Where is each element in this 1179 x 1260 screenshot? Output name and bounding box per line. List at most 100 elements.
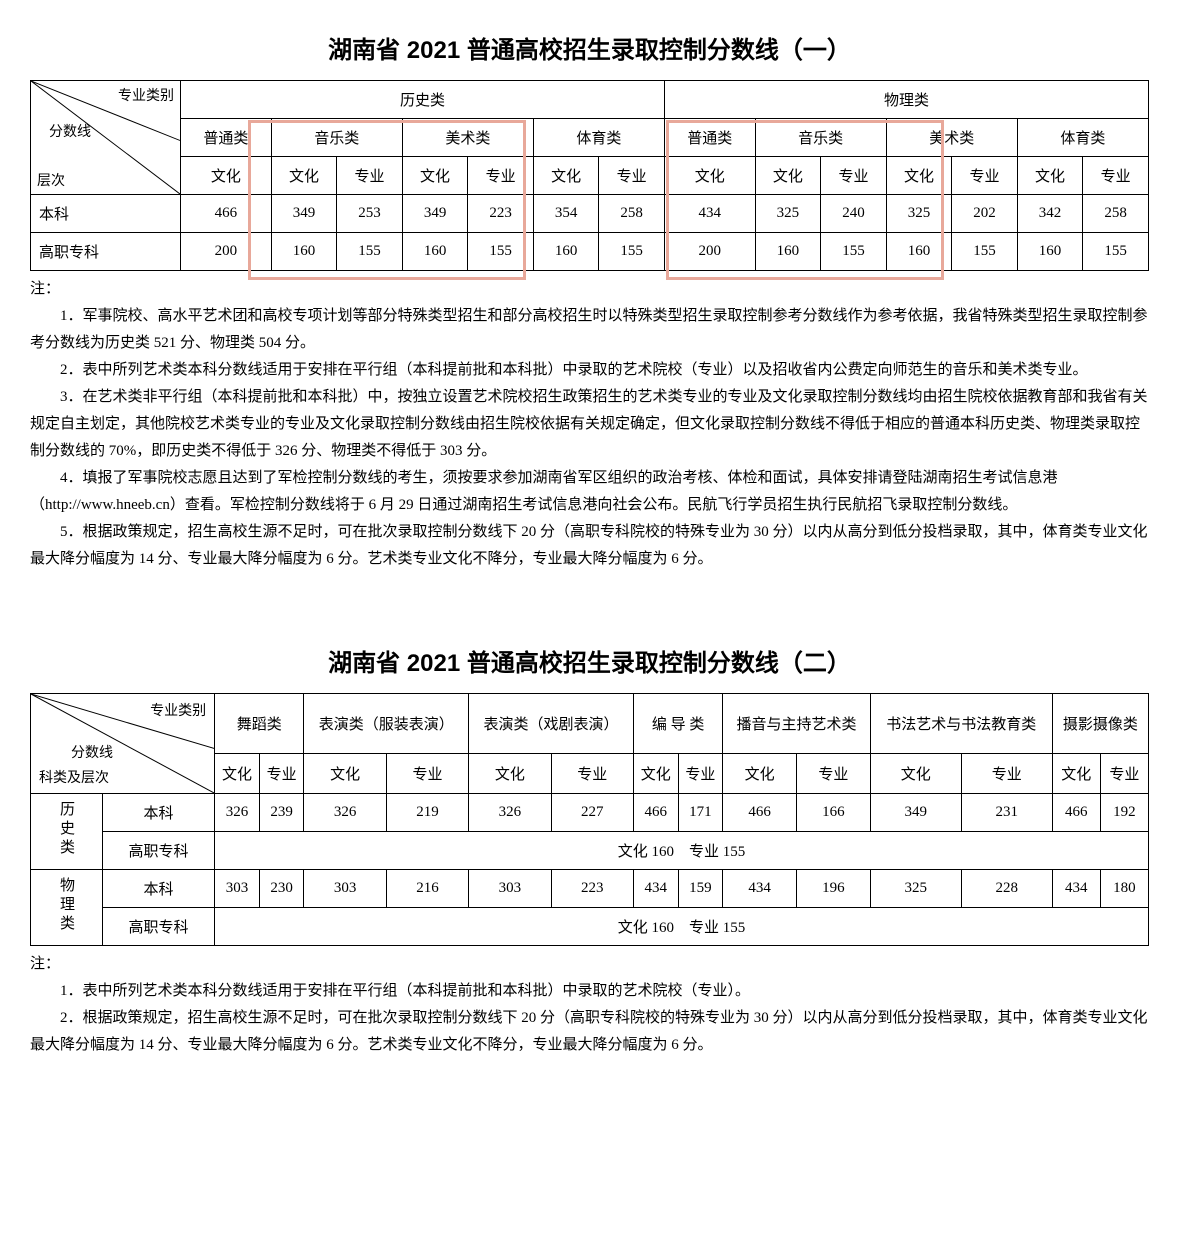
cell: 228 [961, 870, 1052, 908]
diag-mid: 分数线 [71, 742, 113, 762]
diag-header-1: 专业类别 分数线 层次 [31, 81, 181, 195]
note-item: 2．根据政策规定，招生高校生源不足时，可在批次录取控制分数线下 20 分（高职专… [30, 1005, 1149, 1059]
cell: 325 [886, 195, 952, 233]
cell: 227 [551, 794, 633, 832]
h-culture: 文化 [723, 754, 797, 794]
sub-general-p: 普通类 [664, 119, 755, 157]
h-major: 专业 [468, 157, 534, 195]
cell: 160 [402, 233, 468, 271]
note-item: 2．表中所列艺术类本科分数线适用于安排在平行组（本科提前批和本科批）中录取的艺术… [30, 357, 1149, 384]
cell: 303 [215, 870, 260, 908]
h-major: 专业 [1100, 754, 1148, 794]
cell: 200 [181, 233, 272, 271]
cell: 434 [1052, 870, 1100, 908]
note-item: 1．表中所列艺术类本科分数线适用于安排在平行组（本科提前批和本科批）中录取的艺术… [30, 978, 1149, 1005]
cell: 216 [386, 870, 468, 908]
row-label-bk: 本科 [103, 870, 215, 908]
col-broadcast: 播音与主持艺术类 [723, 694, 871, 754]
cell: 303 [469, 870, 551, 908]
cell: 160 [1017, 233, 1083, 271]
h-major: 专业 [259, 754, 304, 794]
note-item: 3．在艺术类非平行组（本科提前批和本科批）中，按独立设置艺术院校招生政策招生的艺… [30, 384, 1149, 465]
row-label-gz: 高职专科 [31, 233, 181, 271]
diag-top: 专业类别 [118, 85, 174, 105]
cell: 223 [468, 195, 534, 233]
row-label-bk: 本科 [103, 794, 215, 832]
cell: 155 [468, 233, 534, 271]
cell: 155 [599, 233, 665, 271]
row-phys-bk: 物理类 本科 303 230 303 216 303 223 434 159 4… [31, 870, 1149, 908]
h-culture: 文化 [664, 157, 755, 195]
cell: 326 [469, 794, 551, 832]
cell: 230 [259, 870, 304, 908]
cell: 253 [337, 195, 403, 233]
cell: 166 [797, 794, 871, 832]
cell: 258 [1083, 195, 1149, 233]
col-history: 历史类 [181, 81, 665, 119]
sub-general-h: 普通类 [181, 119, 272, 157]
h-culture: 文化 [886, 157, 952, 195]
h-culture: 文化 [533, 157, 599, 195]
col-calligraphy: 书法艺术与书法教育类 [870, 694, 1052, 754]
h-major: 专业 [599, 157, 665, 195]
row-hist-bk: 历史类 本科 326 239 326 219 326 227 466 171 4… [31, 794, 1149, 832]
h-culture: 文化 [1052, 754, 1100, 794]
cell: 180 [1100, 870, 1148, 908]
cell: 239 [259, 794, 304, 832]
cat-history: 历史类 [31, 794, 103, 870]
diag-top: 专业类别 [150, 700, 206, 720]
diag-header-2: 专业类别 分数线 科类及层次 [31, 694, 215, 794]
notes-label: 注： [30, 276, 1149, 303]
cell: 325 [870, 870, 961, 908]
col-dance: 舞蹈类 [215, 694, 304, 754]
cat-physics: 物理类 [31, 870, 103, 946]
table-1: 专业类别 分数线 层次 历史类 物理类 普通类 音乐类 美术类 体育类 普通类 … [30, 80, 1149, 271]
notes-2: 注： 1．表中所列艺术类本科分数线适用于安排在平行组（本科提前批和本科批）中录取… [30, 951, 1149, 1059]
cell: 160 [271, 233, 337, 271]
cell: 326 [215, 794, 260, 832]
col-director: 编 导 类 [633, 694, 722, 754]
h-major: 专业 [386, 754, 468, 794]
diag-bot: 科类及层次 [39, 767, 109, 787]
merged-gz: 文化 160 专业 155 [215, 908, 1149, 946]
cell: 354 [533, 195, 599, 233]
cell: 466 [181, 195, 272, 233]
notes-1: 注： 1．军事院校、高水平艺术团和高校专项计划等部分特殊类型招生和部分高校招生时… [30, 276, 1149, 573]
col-perf-drama: 表演类（戏剧表演） [469, 694, 634, 754]
cell: 434 [633, 870, 678, 908]
merged-gz: 文化 160 专业 155 [215, 832, 1149, 870]
cell: 160 [533, 233, 599, 271]
h-culture: 文化 [633, 754, 678, 794]
cell: 155 [1083, 233, 1149, 271]
cell: 466 [723, 794, 797, 832]
row-gaozhi: 高职专科 200 160 155 160 155 160 155 200 160… [31, 233, 1149, 271]
h-culture: 文化 [304, 754, 386, 794]
cell: 155 [337, 233, 403, 271]
sub-sport-p: 体育类 [1017, 119, 1148, 157]
notes-label: 注： [30, 951, 1149, 978]
sub-sport-h: 体育类 [533, 119, 664, 157]
col-perf-fashion: 表演类（服装表演） [304, 694, 469, 754]
h-culture: 文化 [271, 157, 337, 195]
h-major: 专业 [678, 754, 723, 794]
row-label-bk: 本科 [31, 195, 181, 233]
row-hist-gz: 高职专科 文化 160 专业 155 [31, 832, 1149, 870]
cell: 160 [886, 233, 952, 271]
cell: 349 [402, 195, 468, 233]
title-1: 湖南省 2021 普通高校招生录取控制分数线（一） [30, 30, 1149, 65]
h-major: 专业 [797, 754, 871, 794]
note-item: 5．根据政策规定，招生高校生源不足时，可在批次录取控制分数线下 20 分（高职专… [30, 519, 1149, 573]
cell: 342 [1017, 195, 1083, 233]
h-culture: 文化 [469, 754, 551, 794]
cell: 258 [599, 195, 665, 233]
table-2: 专业类别 分数线 科类及层次 舞蹈类 表演类（服装表演） 表演类（戏剧表演） 编… [30, 693, 1149, 946]
cell: 202 [952, 195, 1018, 233]
cell: 192 [1100, 794, 1148, 832]
h-culture: 文化 [181, 157, 272, 195]
col-photo: 摄影摄像类 [1052, 694, 1148, 754]
cell: 466 [633, 794, 678, 832]
cell: 326 [304, 794, 386, 832]
diag-mid: 分数线 [49, 121, 91, 141]
cell: 466 [1052, 794, 1100, 832]
row-benke: 本科 466 349 253 349 223 354 258 434 325 2… [31, 195, 1149, 233]
